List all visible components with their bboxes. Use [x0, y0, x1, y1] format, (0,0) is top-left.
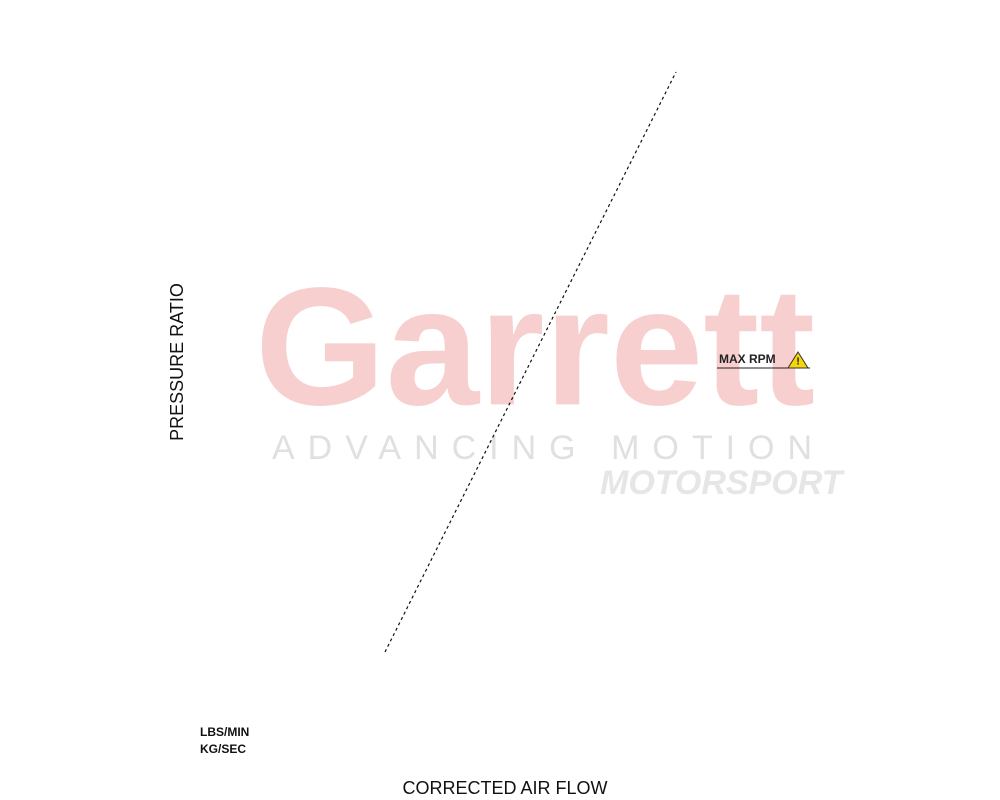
x2-unit-label: KG/SEC — [200, 742, 246, 756]
warning-mark: ! — [796, 357, 799, 368]
watermark-sub: MOTORSPORT — [600, 464, 846, 502]
x-axis-title: CORRECTED AIR FLOW — [402, 778, 607, 798]
max-rpm-label: MAX RPM — [719, 352, 776, 366]
warning-icon — [787, 351, 809, 369]
y-axis-title: PRESSURE RATIO — [167, 283, 187, 441]
x-unit-label: LBS/MIN — [200, 725, 249, 739]
watermark-tagline: ADVANCING MOTION — [272, 429, 825, 467]
watermark-logo: Garrett — [255, 252, 815, 440]
watermark: Garrett ADVANCING MOTION MOTORSPORT — [255, 252, 846, 502]
peak-efficiency-line — [384, 71, 677, 653]
